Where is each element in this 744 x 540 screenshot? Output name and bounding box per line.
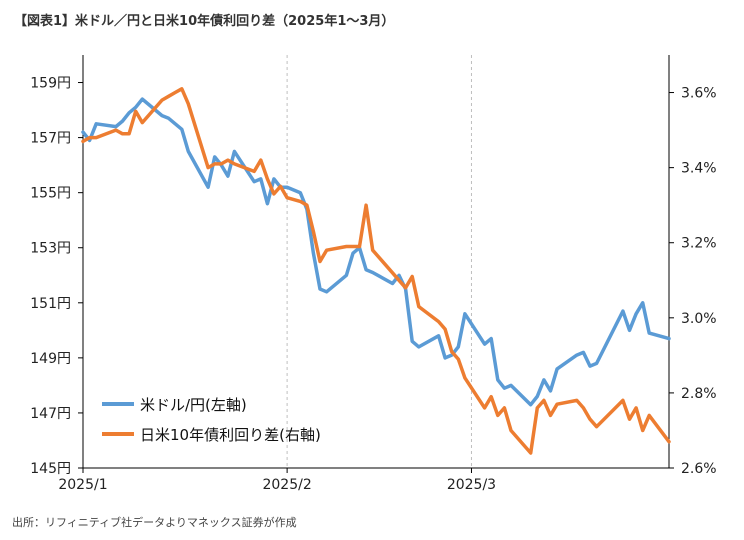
legend-yield-spread-label: 日米10年債利回り差(右軸) bbox=[140, 426, 321, 444]
left-axis-tick-label: 149円 bbox=[30, 351, 71, 367]
right-axis-tick-label: 3.0% bbox=[681, 311, 717, 327]
left-axis-tick-label: 153円 bbox=[30, 241, 71, 257]
left-axis-tick-label: 159円 bbox=[30, 76, 71, 92]
x-axis-tick-label: 2025/3 bbox=[447, 477, 496, 493]
right-axis-tick-label: 3.2% bbox=[681, 236, 717, 252]
x-axis-tick-label: 2025/1 bbox=[58, 477, 107, 493]
legend-usdjpy-label: 米ドル/円(左軸) bbox=[140, 396, 247, 414]
right-axis-tick-label: 3.4% bbox=[681, 161, 717, 177]
left-axis-tick-label: 151円 bbox=[30, 296, 71, 312]
left-axis-tick-label: 157円 bbox=[30, 131, 71, 147]
page-title: 【図表1】米ドル／円と日米10年債利回り差（2025年1〜3月） bbox=[14, 14, 395, 29]
left-axis-tick-label: 155円 bbox=[30, 186, 71, 202]
left-axis-tick-label: 147円 bbox=[30, 406, 71, 422]
right-axis-tick-label: 2.6% bbox=[681, 461, 717, 477]
yield-spread-series-line bbox=[81, 87, 671, 455]
right-axis-tick-label: 2.8% bbox=[681, 386, 717, 402]
source-note: 出所：リフィニティブ社データよりマネックス証券が作成 bbox=[12, 516, 297, 529]
usdjpy-series-line bbox=[81, 97, 671, 407]
left-axis-tick-label: 145円 bbox=[30, 461, 71, 477]
x-axis-tick-label: 2025/2 bbox=[262, 477, 311, 493]
right-axis-tick-label: 3.6% bbox=[681, 86, 717, 102]
